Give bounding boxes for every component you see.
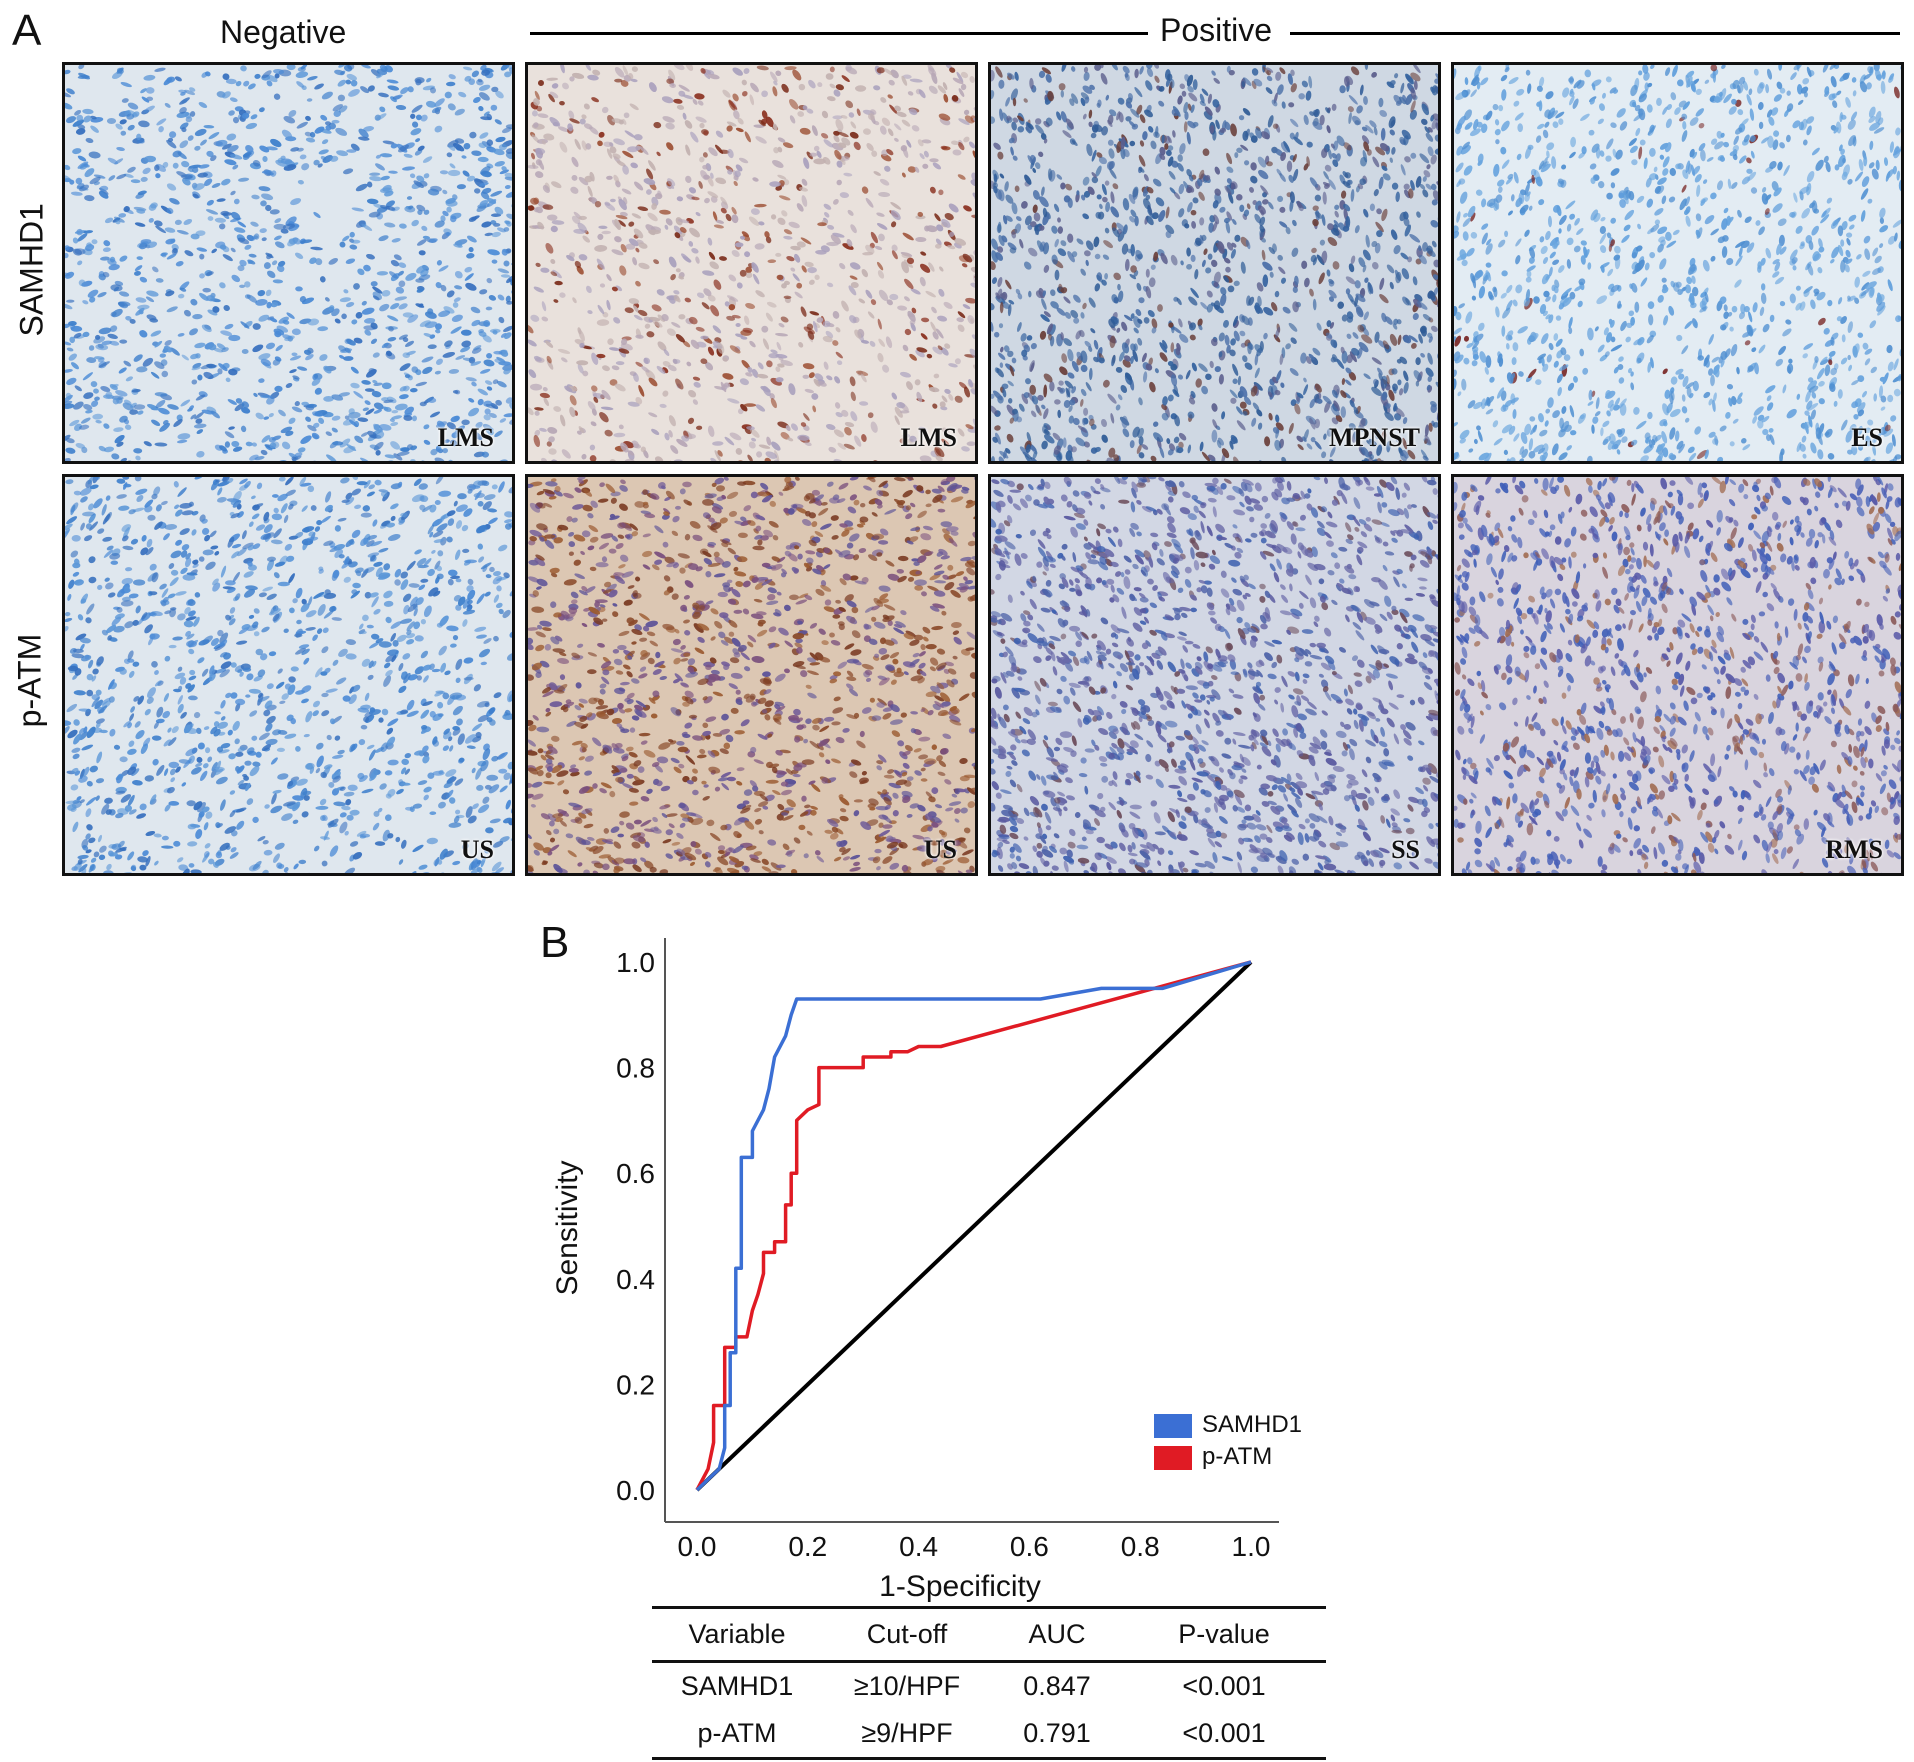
- x-axis-title: 1-Specificity: [879, 1570, 1041, 1603]
- y-tick-label: 0.0: [616, 1475, 655, 1506]
- micrograph-tile: MPNST: [988, 62, 1441, 464]
- micrograph-image: [528, 477, 975, 873]
- tile-tumor-label: US: [460, 835, 494, 864]
- legend-label-p-atm: p-ATM: [1202, 1443, 1273, 1470]
- y-tick-label: 0.6: [616, 1158, 655, 1189]
- stats-table: Variable Cut-off AUC P-value SAMHD1 ≥10/…: [652, 1609, 1326, 1757]
- x-tick-label: 0.4: [899, 1531, 938, 1562]
- micrograph-tile: US: [62, 474, 515, 876]
- y-axis-title: Sensitivity: [551, 1160, 584, 1295]
- stats-table-wrap: Variable Cut-off AUC P-value SAMHD1 ≥10/…: [652, 1606, 1326, 1760]
- micrograph-tile: US: [525, 474, 978, 876]
- legend-label-samhd1: SAMHD1: [1202, 1411, 1303, 1438]
- tile-tumor-label: SS: [1391, 835, 1420, 864]
- micrograph-image: [1454, 477, 1901, 873]
- table-cell: <0.001: [1182, 1671, 1266, 1701]
- panel-a-letter: A: [12, 6, 42, 55]
- table-cell: SAMHD1: [680, 1671, 794, 1701]
- x-tick-label: 0.6: [1010, 1531, 1049, 1562]
- tile-tumor-label: ES: [1851, 423, 1883, 452]
- micrograph-tile: LMS: [62, 62, 515, 464]
- table-bottom-rule: [652, 1757, 1326, 1760]
- table-header-row: Variable Cut-off AUC P-value: [652, 1609, 1326, 1662]
- panel-b-letter: B: [540, 918, 570, 967]
- roc-line-samhd1: [695, 960, 1252, 1492]
- tile-tumor-label: RMS: [1825, 835, 1883, 864]
- tile-tumor-label: LMS: [437, 423, 494, 452]
- x-tick-label: 0.8: [1121, 1531, 1160, 1562]
- table-cell: ≥9/HPF: [861, 1718, 953, 1748]
- table-header-auc: AUC: [1028, 1619, 1086, 1649]
- tile-tumor-label: MPNST: [1329, 423, 1420, 452]
- micrograph-image: [1454, 65, 1901, 461]
- y-tick-label: 0.4: [616, 1264, 655, 1295]
- micrograph-image: [991, 477, 1438, 873]
- reference-diagonal-line: [695, 960, 1253, 1492]
- micrograph-image: [528, 65, 975, 461]
- table-cell: 0.791: [1023, 1718, 1091, 1748]
- table-row: SAMHD1 ≥10/HPF 0.847 <0.001: [652, 1662, 1326, 1711]
- table-header-variable: Variable: [688, 1619, 786, 1649]
- negative-column-header: Negative: [220, 14, 347, 50]
- x-tick-label: 1.0: [1232, 1531, 1271, 1562]
- positive-column-header: Positive: [1160, 12, 1273, 48]
- table-cell: 0.847: [1023, 1671, 1091, 1701]
- legend-swatch-p-atm: [1154, 1446, 1192, 1470]
- table-cell: ≥10/HPF: [853, 1671, 961, 1701]
- legend-swatch-samhd1: [1154, 1414, 1192, 1438]
- table-cell: p-ATM: [697, 1718, 777, 1748]
- micrograph-image: [65, 477, 512, 873]
- table-cell: <0.001: [1182, 1718, 1266, 1748]
- table-header-cutoff: Cut-off: [866, 1619, 948, 1649]
- table-top-rule: [652, 1606, 1326, 1609]
- table-header-pvalue: P-value: [1178, 1619, 1270, 1649]
- y-tick-label: 0.8: [616, 1053, 655, 1084]
- micrograph-tile: ES: [1451, 62, 1904, 464]
- x-tick-label: 0.2: [788, 1531, 827, 1562]
- tile-tumor-label: US: [923, 835, 957, 864]
- micrograph-tile: RMS: [1451, 474, 1904, 876]
- roc-line-p-atm: [695, 960, 1252, 1491]
- micrograph-image: [65, 65, 512, 461]
- y-tick-label: 0.2: [616, 1369, 655, 1400]
- positive-bracket-right: [1290, 32, 1900, 35]
- micrograph-tile: SS: [988, 474, 1441, 876]
- micrograph-image: [991, 65, 1438, 461]
- positive-bracket-left: [530, 32, 1148, 35]
- x-tick-label: 0.0: [678, 1531, 717, 1562]
- micrograph-tile: LMS: [525, 62, 978, 464]
- table-row: p-ATM ≥9/HPF 0.791 <0.001: [652, 1710, 1326, 1757]
- y-tick-label: 1.0: [616, 947, 655, 978]
- tile-tumor-label: LMS: [900, 423, 957, 452]
